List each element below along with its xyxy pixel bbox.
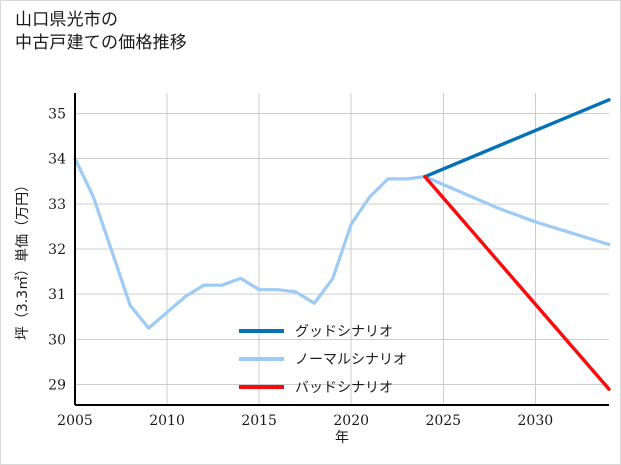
axis-spines (73, 93, 609, 407)
data-series-group (73, 98, 611, 391)
x-tick-label: 2030 (518, 413, 554, 429)
x-tick-label: 2005 (57, 413, 93, 429)
y-tick-label: 32 (48, 242, 66, 258)
series-line-グッドシナリオ (423, 98, 611, 179)
y-tick-label: 33 (48, 197, 66, 213)
y-tick-label: 31 (48, 287, 66, 303)
y-axis-label: 坪（3.3㎡）単価（万円） (15, 178, 31, 340)
x-axis-label: 年 (335, 430, 349, 446)
legend-label-bad: バッドシナリオ (295, 380, 393, 396)
x-tick-label: 2010 (149, 413, 185, 429)
y-tick-label: 30 (48, 332, 66, 348)
legend-label-normal: ノーマルシナリオ (295, 352, 407, 368)
x-axis-tick-labels: 2005 2010 2015 2020 2025 2030 (57, 413, 553, 429)
y-axis-tick-labels: 29 30 31 32 33 34 35 (48, 106, 66, 393)
x-tick-label: 2015 (241, 413, 277, 429)
x-tick-label: 2025 (425, 413, 461, 429)
series-line-バッドシナリオ (423, 174, 611, 391)
y-tick-label: 29 (48, 378, 66, 394)
page-title: 山口県光市の 中古戸建ての価格推移 (15, 10, 187, 54)
y-tick-label: 35 (48, 106, 66, 122)
y-tick-label: 34 (48, 152, 66, 168)
x-tick-label: 2020 (333, 413, 369, 429)
gridlines-horizontal (75, 112, 609, 386)
series-line-ノーマルシナリオ (73, 156, 611, 330)
legend-label-good: グッドシナリオ (295, 324, 393, 340)
